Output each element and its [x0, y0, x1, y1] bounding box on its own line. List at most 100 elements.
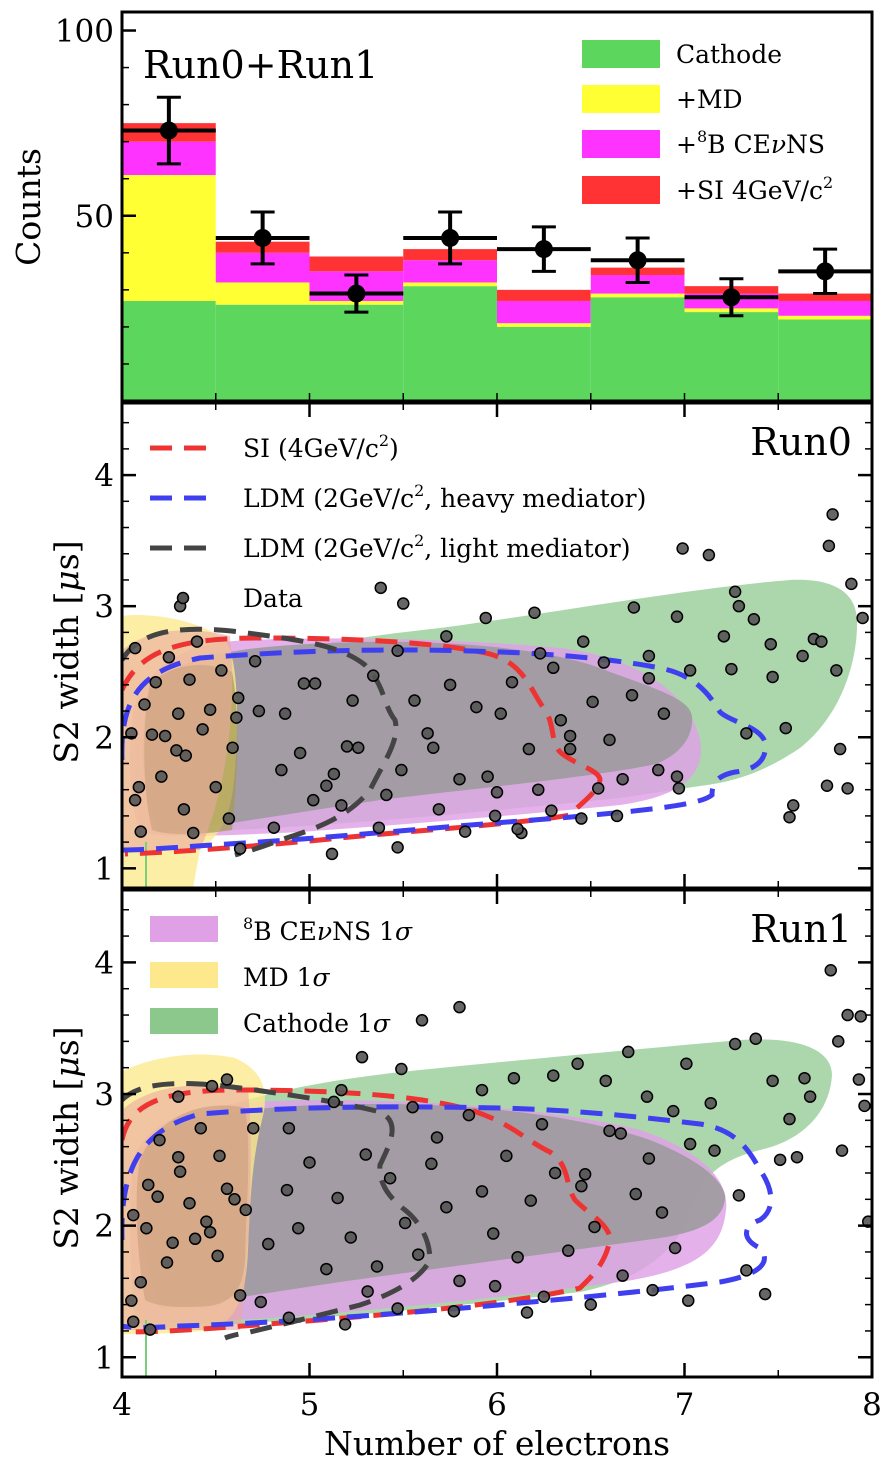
run0-point-50 — [670, 770, 684, 783]
run0-point-86 — [766, 670, 779, 684]
run1-point-14 — [151, 1190, 164, 1203]
run0-point-42 — [563, 729, 577, 743]
run0-point-29 — [391, 644, 404, 657]
run0-point-9 — [232, 691, 245, 705]
legend-label-si: +SI 4GeV/c2 — [676, 173, 833, 205]
legend-marker-data — [176, 591, 190, 605]
run1-point-46 — [575, 1179, 588, 1193]
run1-point-24 — [292, 1222, 305, 1235]
run0-point-34 — [453, 772, 466, 786]
run1-point-103 — [335, 1083, 348, 1097]
run0-point-94 — [830, 664, 843, 677]
run1-point-27 — [331, 1191, 344, 1205]
contour-heavy-run0 — [122, 647, 768, 853]
legend-swatch-cathode-band — [150, 1008, 218, 1034]
run1-point-71 — [395, 1062, 408, 1076]
run0-point-102 — [820, 779, 834, 793]
run1-point-2 — [142, 1178, 155, 1192]
run0-point-75 — [577, 635, 590, 648]
run1-point-65 — [758, 1287, 772, 1301]
run1-point-86 — [783, 1112, 796, 1126]
run0-point-71 — [440, 630, 453, 643]
top-data-points — [122, 95, 872, 318]
run1-point-0 — [127, 1208, 140, 1222]
run0-point-103 — [841, 782, 854, 795]
run0-point-96 — [787, 799, 800, 812]
run1-point-111 — [282, 1121, 296, 1135]
run1-point-80 — [640, 1090, 654, 1103]
run0-point-101 — [783, 810, 796, 824]
run1-point-90 — [841, 1008, 854, 1022]
run1-point-23 — [280, 1183, 294, 1197]
run0-point-11 — [134, 825, 147, 838]
run1-point-15 — [160, 1256, 174, 1269]
run0-point-61 — [158, 729, 172, 743]
middle-plot-area — [122, 508, 869, 888]
run0-point-37 — [494, 707, 507, 720]
bar-0-bin-7 — [778, 319, 872, 401]
bar-0-bin-5 — [590, 297, 685, 401]
light-text: LDM (2GeV/c — [243, 534, 414, 563]
top-panel: 50 100 Run0+Run1 Counts Cathode +MD +8B C… — [9, 10, 874, 403]
run1-point-39 — [487, 1227, 500, 1240]
run1-point-44 — [548, 1166, 562, 1180]
run1-point-84 — [749, 1032, 762, 1045]
run0-point-17 — [196, 723, 209, 736]
run1-point-81 — [680, 1057, 693, 1070]
run0-point-63 — [226, 741, 239, 754]
run0-point-32 — [432, 803, 446, 816]
run0-point-57 — [563, 742, 577, 756]
run0-point-40 — [532, 783, 545, 796]
run0-point-30 — [408, 694, 421, 707]
run0-point-7 — [203, 703, 217, 716]
top-ylabel: Counts — [9, 148, 48, 266]
middle-panel-title: Run0 — [750, 420, 852, 464]
run0-point-90 — [822, 539, 836, 553]
middle-ylabel: S2 width [μs] — [47, 540, 86, 763]
run1-xtick-label-6: 6 — [487, 1387, 507, 1423]
bar-0-bin-0 — [122, 300, 216, 401]
run0-point-27 — [367, 669, 380, 682]
run0-point-99 — [683, 664, 697, 677]
run1-point-8 — [203, 1225, 217, 1239]
band-si-overlap — [122, 630, 233, 850]
data-point-7 — [816, 262, 835, 281]
legend-swatch-si — [582, 176, 660, 204]
contour-light-run0 — [122, 626, 399, 858]
legend-label-heavy-mediator: LDM (2GeV/c2, heavy mediator) — [243, 481, 646, 513]
md-band-text: MD 1 — [243, 963, 313, 992]
run1-point-66 — [143, 1323, 157, 1336]
run0-point-119 — [340, 740, 354, 753]
bottom-panel: 1 2 3 4 4 5 6 7 8 Run1 S2 width [μs] Number of e… — [47, 888, 882, 1463]
run0-point-19 — [222, 812, 236, 825]
data-point-2 — [347, 284, 366, 303]
run1-point-106 — [578, 1168, 592, 1181]
run0-ytick-label-3: 3 — [94, 589, 114, 625]
run0-point-74 — [533, 647, 547, 660]
middle-ylabel-text: S2 width [ — [47, 592, 86, 764]
cevns-text-end: NS — [786, 130, 825, 159]
run0-point-107 — [391, 841, 404, 854]
middle-ylabel-end: s] — [47, 540, 86, 570]
top-ticks: 50 100 — [55, 14, 779, 401]
run0-ytick-label-1: 1 — [94, 851, 114, 887]
run1-point-60 — [520, 1306, 534, 1319]
run0-data-points — [125, 508, 869, 861]
run0-point-105 — [233, 842, 247, 855]
run1-point-105 — [535, 1118, 549, 1131]
run1-point-42 — [524, 1194, 537, 1207]
bottom-xlabel: Number of electrons — [324, 1424, 670, 1463]
cevns-text: B CE — [707, 130, 771, 159]
run0-point-48 — [642, 672, 656, 685]
run1-point-73 — [453, 1000, 466, 1014]
run1-point-74 — [475, 1083, 489, 1097]
run1-point-82 — [704, 1096, 717, 1110]
run0-point-10 — [128, 793, 142, 807]
run1-point-109 — [220, 1073, 234, 1086]
bar-0-bin-4 — [497, 326, 591, 401]
run1-point-104 — [430, 1131, 444, 1144]
run1-xtick-label-5: 5 — [300, 1387, 320, 1423]
run1-point-108 — [172, 1090, 185, 1103]
top-ytick-label-100: 100 — [55, 14, 114, 50]
